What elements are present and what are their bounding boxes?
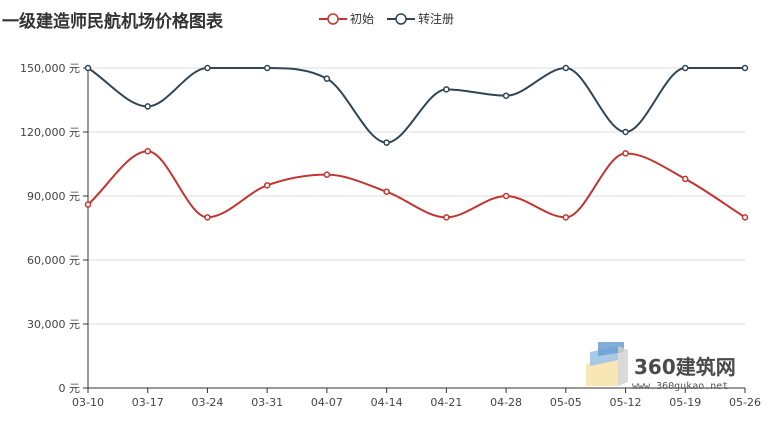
chart-title: 一级建造师民航机场价格图表 (2, 11, 224, 32)
data-point[interactable] (562, 214, 570, 221)
x-tick-label: 04-14 (371, 396, 403, 409)
data-point[interactable] (741, 214, 749, 221)
data-point[interactable] (443, 86, 450, 93)
data-point[interactable] (144, 147, 151, 155)
data-point[interactable] (323, 171, 331, 178)
y-tick-label: 90,000 元 (27, 190, 80, 203)
data-point[interactable] (622, 128, 629, 136)
data-point[interactable] (204, 214, 211, 221)
watermark-sub-text: www.360gukao.net (632, 381, 728, 392)
data-point[interactable] (84, 64, 92, 72)
y-tick-label: 120,000 元 (20, 126, 80, 139)
data-point[interactable] (263, 64, 271, 72)
series-group (84, 64, 749, 221)
x-tick-label: 04-28 (490, 396, 522, 409)
data-point[interactable] (443, 214, 450, 221)
x-tick-label: 04-21 (430, 396, 462, 409)
data-point[interactable] (323, 75, 331, 82)
data-point[interactable] (682, 175, 689, 183)
x-tick-label: 05-12 (610, 396, 642, 409)
y-tick-label: 30,000 元 (27, 318, 80, 331)
data-point[interactable] (263, 182, 271, 189)
x-tick-label: 05-05 (550, 396, 582, 409)
y-tick-label: 150,000 元 (20, 62, 80, 75)
y-tick-label: 60,000 元 (27, 254, 80, 267)
series-line-0 (87, 150, 746, 219)
x-tick-label: 03-17 (132, 396, 164, 409)
axes: 0 元 30,000 元 60,000 元 90,000 元 120,000 元 150,… (20, 62, 761, 409)
watermark-main-text: 360建筑网 (634, 355, 736, 379)
watermark: 360建筑网 www.360gukao.net (586, 342, 736, 392)
series-line-1 (87, 66, 745, 144)
data-point[interactable] (383, 188, 390, 195)
grid (88, 67, 745, 325)
data-point[interactable] (562, 64, 570, 72)
x-tick-label: 05-26 (729, 396, 761, 409)
data-point[interactable] (502, 92, 510, 99)
x-tick-label: 05-19 (669, 396, 701, 409)
data-point[interactable] (144, 103, 151, 110)
y-tick-label: 0 元 (59, 382, 81, 395)
data-point[interactable] (383, 139, 390, 146)
watermark-logo-icon (586, 342, 628, 386)
data-point[interactable] (204, 64, 211, 72)
data-point[interactable] (682, 64, 689, 72)
legend-item-label[interactable]: 初始 (350, 12, 374, 26)
legend: 初始 转注册 (319, 11, 454, 26)
data-point[interactable] (622, 150, 629, 157)
data-point[interactable] (502, 192, 510, 200)
x-tick-label: 03-10 (72, 396, 104, 409)
data-point[interactable] (741, 64, 749, 72)
x-tick-label: 03-31 (251, 396, 283, 409)
legend-swatch-marker (327, 13, 339, 25)
legend-swatch-marker (395, 13, 407, 25)
x-tick-label: 04-07 (311, 396, 343, 409)
legend-item-label[interactable]: 转注册 (418, 11, 454, 26)
x-tick-label: 03-24 (191, 396, 223, 409)
data-point[interactable] (84, 201, 92, 208)
